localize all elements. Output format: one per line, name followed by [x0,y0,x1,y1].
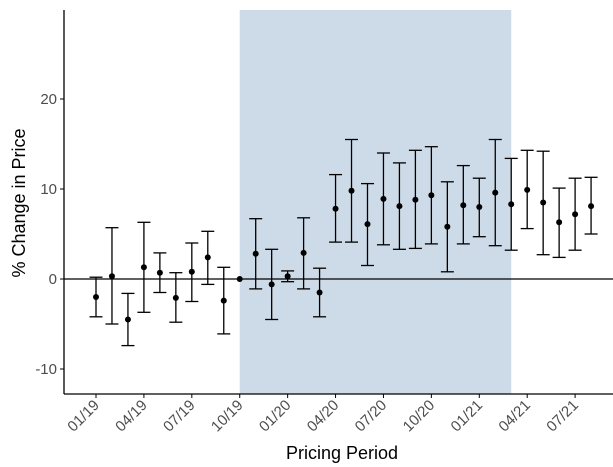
point-estimate [460,202,467,209]
x-axis-title: Pricing Period [286,443,398,463]
point-estimate [428,192,435,199]
point-estimate [364,221,371,228]
x-tick-label: 04/20 [304,397,343,436]
point-06-20 [360,182,374,267]
point-05-20 [345,138,359,243]
point-estimate [524,186,531,193]
x-tick-label: 07/21 [543,397,582,436]
point-02-19 [105,227,119,325]
point-12-20 [456,164,470,245]
point-estimate [540,199,547,206]
point-08-21 [584,176,598,235]
point-estimate [556,219,563,226]
point-11-19 [249,218,263,290]
point-05-21 [536,150,550,256]
point-11-20 [440,181,454,273]
point-estimate [444,223,451,230]
point-estimate [172,294,179,301]
point-01-21 [472,177,486,238]
point-01-20 [281,270,295,283]
x-tick-label: 01/19 [64,397,103,436]
x-tick-label: 10/20 [400,397,439,436]
point-08-20 [392,162,406,250]
point-01-19 [89,276,103,318]
point-estimate [124,316,131,323]
x-tick-label: 07/20 [352,397,391,436]
point-estimate [220,297,227,304]
point-09-20 [408,149,422,250]
point-03-20 [313,267,327,318]
y-tick-label: 20 [40,91,57,108]
shaded-region [239,10,512,394]
point-estimate [316,289,323,296]
y-tick-label: 0 [49,271,57,288]
point-02-21 [488,138,502,247]
x-tick-label: 01/21 [448,397,487,436]
point-estimate [380,195,387,202]
point-estimate [508,201,515,208]
point-07-20 [376,152,390,246]
point-estimate [492,189,499,196]
point-estimate [236,276,243,282]
point-07-21 [568,177,582,251]
x-tick-label: 01/20 [256,397,295,436]
point-07-19 [185,242,199,303]
point-05-19 [153,252,167,294]
point-estimate [572,211,579,218]
point-estimate [412,196,419,203]
point-estimate [156,269,163,276]
y-tick-labels: -10 0 10 20 [35,91,57,378]
point-estimate [93,294,99,300]
x-tick-label: 04/19 [112,397,151,436]
point-04-21 [520,149,534,230]
point-12-19 [265,248,279,321]
point-09-19 [217,266,231,335]
point-estimate [396,203,403,210]
point-estimate [476,204,483,210]
point-03-19 [121,292,135,347]
x-tick-label: 10/19 [208,397,247,436]
point-estimate [140,264,147,271]
point-estimate [588,203,595,210]
y-axis-title: % Change in Price [9,128,29,277]
point-08-19 [201,230,215,286]
x-tick-label: 07/19 [160,397,199,436]
x-tick-labels: 01/19 04/19 07/19 10/19 01/20 04/20 07/20 10/20… [64,397,582,436]
axes [60,10,613,398]
y-tick-label: 10 [40,181,57,198]
point-estimate [268,281,275,288]
point-03-21 [504,157,518,251]
point-estimate [284,273,291,280]
point-06-19 [169,272,183,323]
points-layer [89,138,598,347]
point-10-20 [424,146,438,245]
point-estimate [348,187,355,194]
point-04-20 [329,173,343,243]
point-10-19 [236,276,243,282]
shaded-region-layer [239,10,512,394]
point-02-20 [297,217,311,290]
point-estimate [300,249,307,256]
point-04-19 [137,221,151,313]
point-estimate [252,250,259,257]
point-estimate [188,268,195,275]
x-tick-label: 04/21 [495,397,534,436]
point-06-21 [552,187,566,259]
point-estimate [108,273,115,280]
point-estimate [204,254,211,261]
y-tick-label: -10 [35,361,57,378]
point-estimate [332,205,339,212]
